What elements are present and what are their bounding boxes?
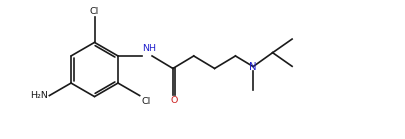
Text: NH: NH — [142, 44, 156, 53]
Text: Cl: Cl — [141, 97, 150, 106]
Text: Cl: Cl — [90, 7, 99, 16]
Text: H₂N: H₂N — [30, 91, 48, 100]
Text: O: O — [170, 96, 177, 105]
Text: N: N — [249, 62, 256, 72]
